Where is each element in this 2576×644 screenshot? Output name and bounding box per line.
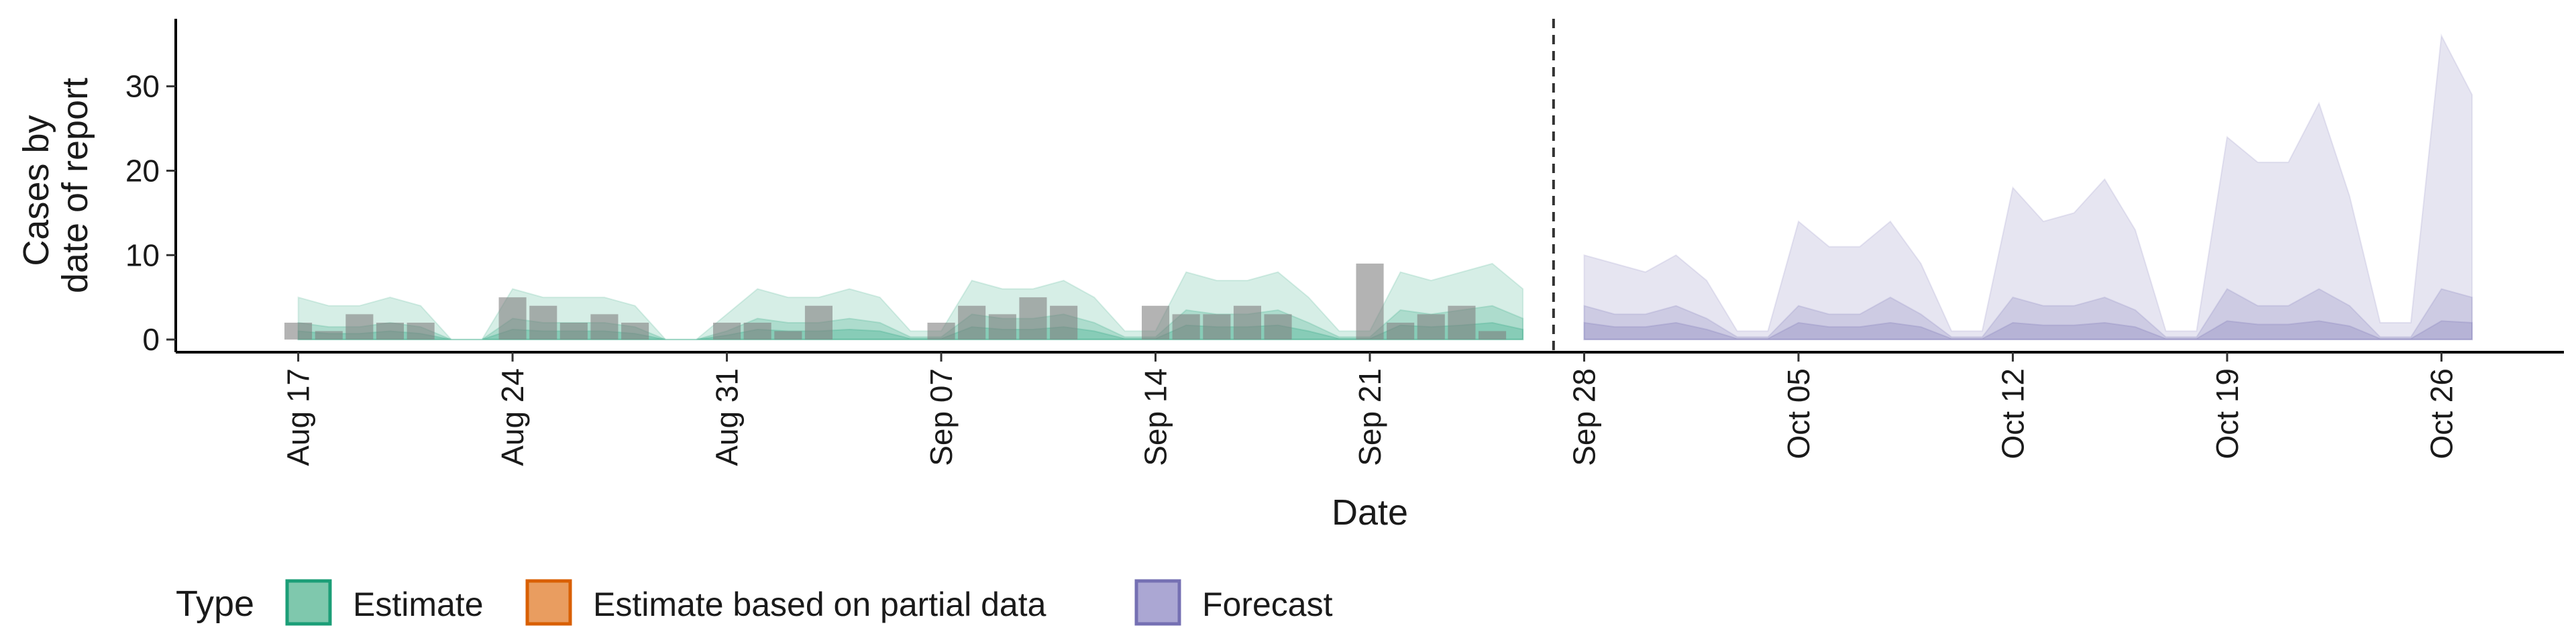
y-axis-title: Cases by date of report: [16, 78, 95, 293]
x-tick-label: Sep 07: [924, 368, 959, 466]
x-tick-label: Sep 14: [1138, 368, 1173, 466]
x-tick-label: Aug 17: [281, 368, 316, 466]
observed-bar: [498, 297, 527, 340]
x-tick-label: Aug 31: [710, 368, 745, 466]
observed-bar: [621, 323, 649, 340]
y-axis-title-line-2: date of report: [55, 78, 95, 293]
y-tick-label: 10: [125, 237, 160, 272]
observed-bar: [1233, 305, 1261, 340]
forecast-band-20: [1583, 320, 2473, 341]
observed-bar: [284, 323, 313, 340]
observed-bar: [1264, 314, 1292, 340]
observed-bar: [774, 331, 802, 340]
observed-bar: [804, 305, 833, 340]
plot-areas: [297, 33, 2473, 341]
observed-case-bars: [284, 263, 1507, 340]
x-tick-label: Sep 28: [1566, 368, 1601, 466]
x-tick-label: Oct 12: [1995, 368, 2030, 460]
observed-bar: [1142, 305, 1170, 340]
observed-bar: [927, 323, 955, 340]
x-tick-label: Oct 05: [1781, 368, 1816, 460]
legend-label-forecast: Forecast: [1202, 586, 1333, 623]
x-axis-title: Date: [1332, 492, 1408, 533]
x-tick-label: Oct 19: [2210, 368, 2245, 460]
legend: Type Estimate Estimate based on partial d…: [176, 579, 1333, 626]
observed-bar: [988, 314, 1016, 340]
observed-bar: [1479, 331, 1507, 340]
observed-bar: [315, 331, 343, 340]
observed-bar: [1356, 263, 1384, 340]
legend-key-estimate-based-on-partial-data: [525, 579, 572, 626]
legend-title: Type: [176, 584, 254, 624]
x-tick-label: Sep 21: [1352, 368, 1387, 466]
observed-bar: [1417, 314, 1445, 340]
legend-label-estimate: Estimate: [353, 586, 484, 623]
observed-bar: [376, 323, 404, 340]
legend-key-estimate: [285, 579, 332, 626]
y-tick-label: 30: [125, 69, 160, 104]
y-tick-label: 20: [125, 153, 160, 188]
observed-bar: [1448, 305, 1476, 340]
y-tick-label: 0: [142, 322, 160, 357]
legend-key-forecast: [1134, 579, 1181, 626]
axes: 0 10 20 30 Aug 17 Aug 24 Aug 31 Sep 07 Sep 14 Sep…: [125, 19, 2564, 466]
legend-label-estimate-based-on-partial-data: Estimate based on partial data: [593, 586, 1046, 623]
observed-bar: [590, 314, 619, 340]
legend-items: Estimate Estimate based on partial data Fo…: [285, 579, 1333, 626]
forecast-band-90: [1583, 33, 2473, 341]
x-tick-label: Aug 24: [495, 368, 530, 466]
observed-bar: [407, 323, 435, 340]
observed-bar: [345, 314, 374, 340]
observed-bar: [1050, 305, 1078, 340]
observed-bar: [559, 323, 588, 340]
observed-bar: [1203, 314, 1231, 340]
observed-bar: [713, 323, 741, 340]
forecast-band-50: [1583, 288, 2473, 341]
observed-bar: [529, 305, 557, 340]
observed-bar: [1019, 297, 1047, 340]
estimate-band-90: [297, 262, 1524, 341]
observed-bar: [1387, 323, 1415, 340]
x-tick-label: Oct 26: [2424, 368, 2459, 460]
observed-bar: [1172, 314, 1200, 340]
observed-bar: [958, 305, 986, 340]
observed-bar: [743, 323, 771, 340]
y-axis-title-line-1: Cases by: [16, 115, 56, 266]
